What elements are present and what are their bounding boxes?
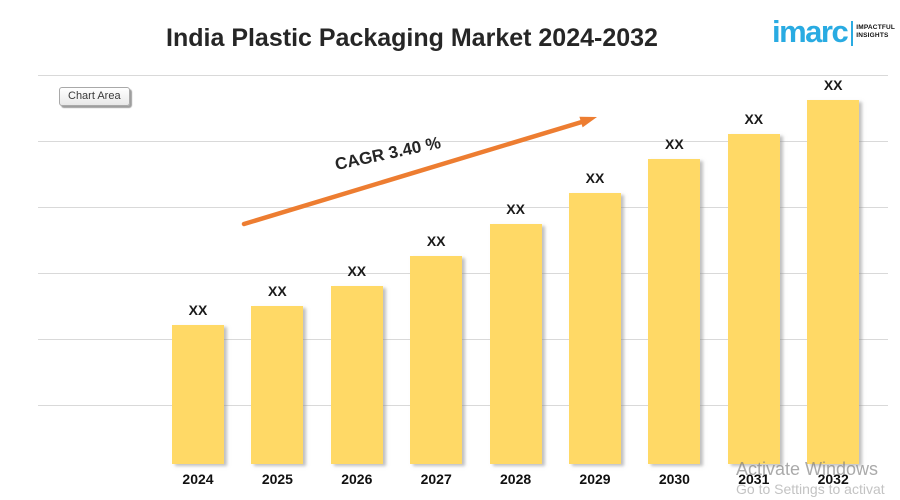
gridline — [38, 141, 888, 142]
activate-windows-watermark: Activate Windows — [736, 459, 879, 479]
gridline — [38, 273, 888, 274]
x-tick-label-2029: 2029 — [579, 471, 611, 487]
bar-2031[interactable] — [727, 134, 780, 464]
logo-tagline-line2: INSIGHTS — [856, 32, 889, 40]
bar-2027[interactable] — [410, 256, 463, 464]
x-tick-label-2032: 2032 — [817, 471, 849, 487]
x-tick-label-2030: 2030 — [658, 471, 690, 487]
bar-value-label-2029: XX — [585, 170, 605, 186]
bar-value-label-2026: XX — [347, 263, 367, 279]
bar-value-label-2024: XX — [188, 302, 208, 318]
bar-value-label-2031: XX — [744, 111, 764, 127]
gridline — [38, 405, 888, 406]
bar-2029[interactable] — [569, 193, 621, 464]
gridline — [38, 75, 888, 76]
go-to-settings-watermark: Go to Settings to activat — [736, 481, 885, 497]
bar-2024[interactable] — [172, 325, 224, 464]
imarc-logo: imarc IMPACTFUL INSIGHTS — [772, 16, 895, 47]
x-tick-label-2028: 2028 — [500, 471, 532, 487]
bar-value-label-2027: XX — [426, 233, 446, 249]
bar-2030[interactable] — [648, 159, 701, 464]
bar-2026[interactable] — [330, 286, 383, 464]
bar-2032[interactable] — [807, 100, 860, 464]
chart-title: India Plastic Packaging Market 2024-2032 — [166, 24, 658, 52]
bar-2025[interactable] — [251, 306, 304, 464]
logo-divider-bar — [851, 21, 854, 46]
x-tick-label-2024: 2024 — [182, 471, 214, 487]
imarc-logo-tagline: IMPACTFUL INSIGHTS — [856, 24, 895, 40]
chart-area-tooltip: Chart Area — [59, 87, 130, 106]
bar-value-label-2025: XX — [268, 283, 287, 299]
x-tick-label-2026: 2026 — [341, 471, 373, 487]
bar-value-label-2028: XX — [506, 201, 525, 217]
gridline — [38, 339, 888, 340]
x-tick-label-2025: 2025 — [261, 471, 293, 487]
x-tick-label-2027: 2027 — [420, 471, 452, 487]
imarc-logo-text: imarc — [772, 14, 849, 49]
bar-2028[interactable] — [489, 224, 542, 464]
bar-value-label-2030: XX — [665, 136, 684, 152]
logo-tagline-line1: IMPACTFUL — [856, 24, 896, 31]
gridline — [38, 207, 888, 208]
x-tick-label-2031: 2031 — [738, 471, 770, 487]
bar-value-label-2032: XX — [823, 77, 843, 93]
